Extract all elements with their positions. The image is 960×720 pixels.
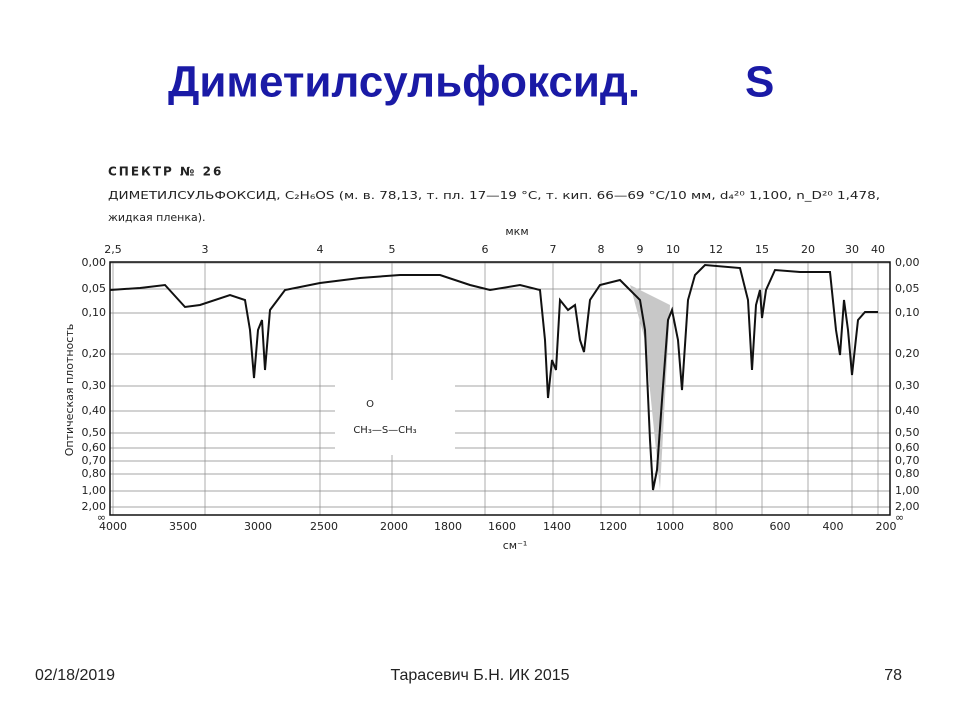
- left-tick-label: 0,80: [82, 467, 107, 480]
- right-tick-label: 0,70: [895, 454, 920, 467]
- top-tick-label: 20: [801, 243, 815, 256]
- bottom-tick-label: 1000: [656, 520, 684, 533]
- top-tick-label: 3: [202, 243, 209, 256]
- footer-date: 02/18/2019: [35, 667, 115, 684]
- top-tick-label: 6: [482, 243, 489, 256]
- right-tick-label: 2,00: [895, 500, 920, 513]
- bottom-tick-label: 1800: [434, 520, 462, 533]
- right-tick-label: 0,80: [895, 467, 920, 480]
- top-tick-label: 15: [755, 243, 769, 256]
- spectrum-grid: [110, 262, 890, 515]
- footer-page: 78: [884, 667, 902, 684]
- right-tick-label: 0,05: [895, 282, 920, 295]
- spectrum-description: жидкая пленка).: [108, 211, 206, 224]
- spectrum-description: ДИМЕТИЛСУЛЬФОКСИД, C₂H₆OS (м. в. 78,13, …: [108, 189, 880, 202]
- top-tick-label: 5: [389, 243, 396, 256]
- slide-title: Диметилсульфоксид.: [168, 58, 640, 107]
- bottom-tick-label: 1400: [543, 520, 571, 533]
- left-tick-label: 2,00: [82, 500, 107, 513]
- left-tick-label: 0,00: [82, 256, 107, 269]
- left-axis-title: Оптическая плотность: [63, 324, 76, 456]
- bottom-tick-label: 1200: [599, 520, 627, 533]
- top-tick-label: 10: [666, 243, 680, 256]
- formula-oxygen: O: [366, 399, 374, 410]
- top-tick-label: 40: [871, 243, 885, 256]
- spectrum-heading: СПЕКТР № 26: [108, 165, 223, 179]
- bottom-tick-label: 200: [876, 520, 897, 533]
- bottom-tick-label: 800: [713, 520, 734, 533]
- bottom-tick-label: 2000: [380, 520, 408, 533]
- bottom-tick-label: 600: [770, 520, 791, 533]
- left-tick-label: 0,60: [82, 441, 107, 454]
- top-tick-label: 8: [598, 243, 605, 256]
- top-axis-title: мкм: [505, 225, 528, 238]
- formula-box: [335, 380, 455, 455]
- left-tick-label: 0,40: [82, 404, 107, 417]
- top-tick-label: 12: [709, 243, 723, 256]
- right-tick-label: 0,00: [895, 256, 920, 269]
- left-tick-label: 0,10: [82, 306, 107, 319]
- slide-title-element: S: [745, 58, 774, 107]
- formula: CH₃—S—CH₃: [353, 425, 416, 436]
- top-tick-label: 4: [317, 243, 324, 256]
- left-tick-label: ∞: [97, 511, 106, 524]
- right-tick-label: 0,60: [895, 441, 920, 454]
- right-tick-label: ∞: [895, 511, 904, 524]
- top-tick-label: 30: [845, 243, 859, 256]
- right-tick-label: 0,50: [895, 426, 920, 439]
- right-tick-label: 0,20: [895, 347, 920, 360]
- top-tick-label: 7: [550, 243, 557, 256]
- bottom-tick-label: 400: [823, 520, 844, 533]
- left-tick-label: 0,20: [82, 347, 107, 360]
- left-tick-label: 0,70: [82, 454, 107, 467]
- top-tick-label: 2,5: [104, 243, 122, 256]
- right-tick-label: 0,40: [895, 404, 920, 417]
- spectrum-curve: [109, 263, 878, 491]
- left-tick-label: 1,00: [82, 484, 107, 497]
- left-tick-label: 0,50: [82, 426, 107, 439]
- right-tick-label: 1,00: [895, 484, 920, 497]
- right-tick-label: 0,10: [895, 306, 920, 319]
- shaded-band: [630, 285, 670, 490]
- footer-author: Тарасевич Б.Н. ИК 2015: [390, 667, 569, 684]
- right-tick-label: 0,30: [895, 379, 920, 392]
- bottom-tick-label: 4000: [99, 520, 127, 533]
- bottom-tick-label: 1600: [488, 520, 516, 533]
- left-tick-label: 0,30: [82, 379, 107, 392]
- bottom-tick-label: 3500: [169, 520, 197, 533]
- plot-frame: [109, 261, 891, 516]
- bottom-tick-label: 3000: [244, 520, 272, 533]
- left-tick-label: 0,05: [82, 282, 107, 295]
- bottom-axis-title: см⁻¹: [503, 539, 528, 552]
- bottom-tick-label: 2500: [310, 520, 338, 533]
- top-tick-label: 9: [637, 243, 644, 256]
